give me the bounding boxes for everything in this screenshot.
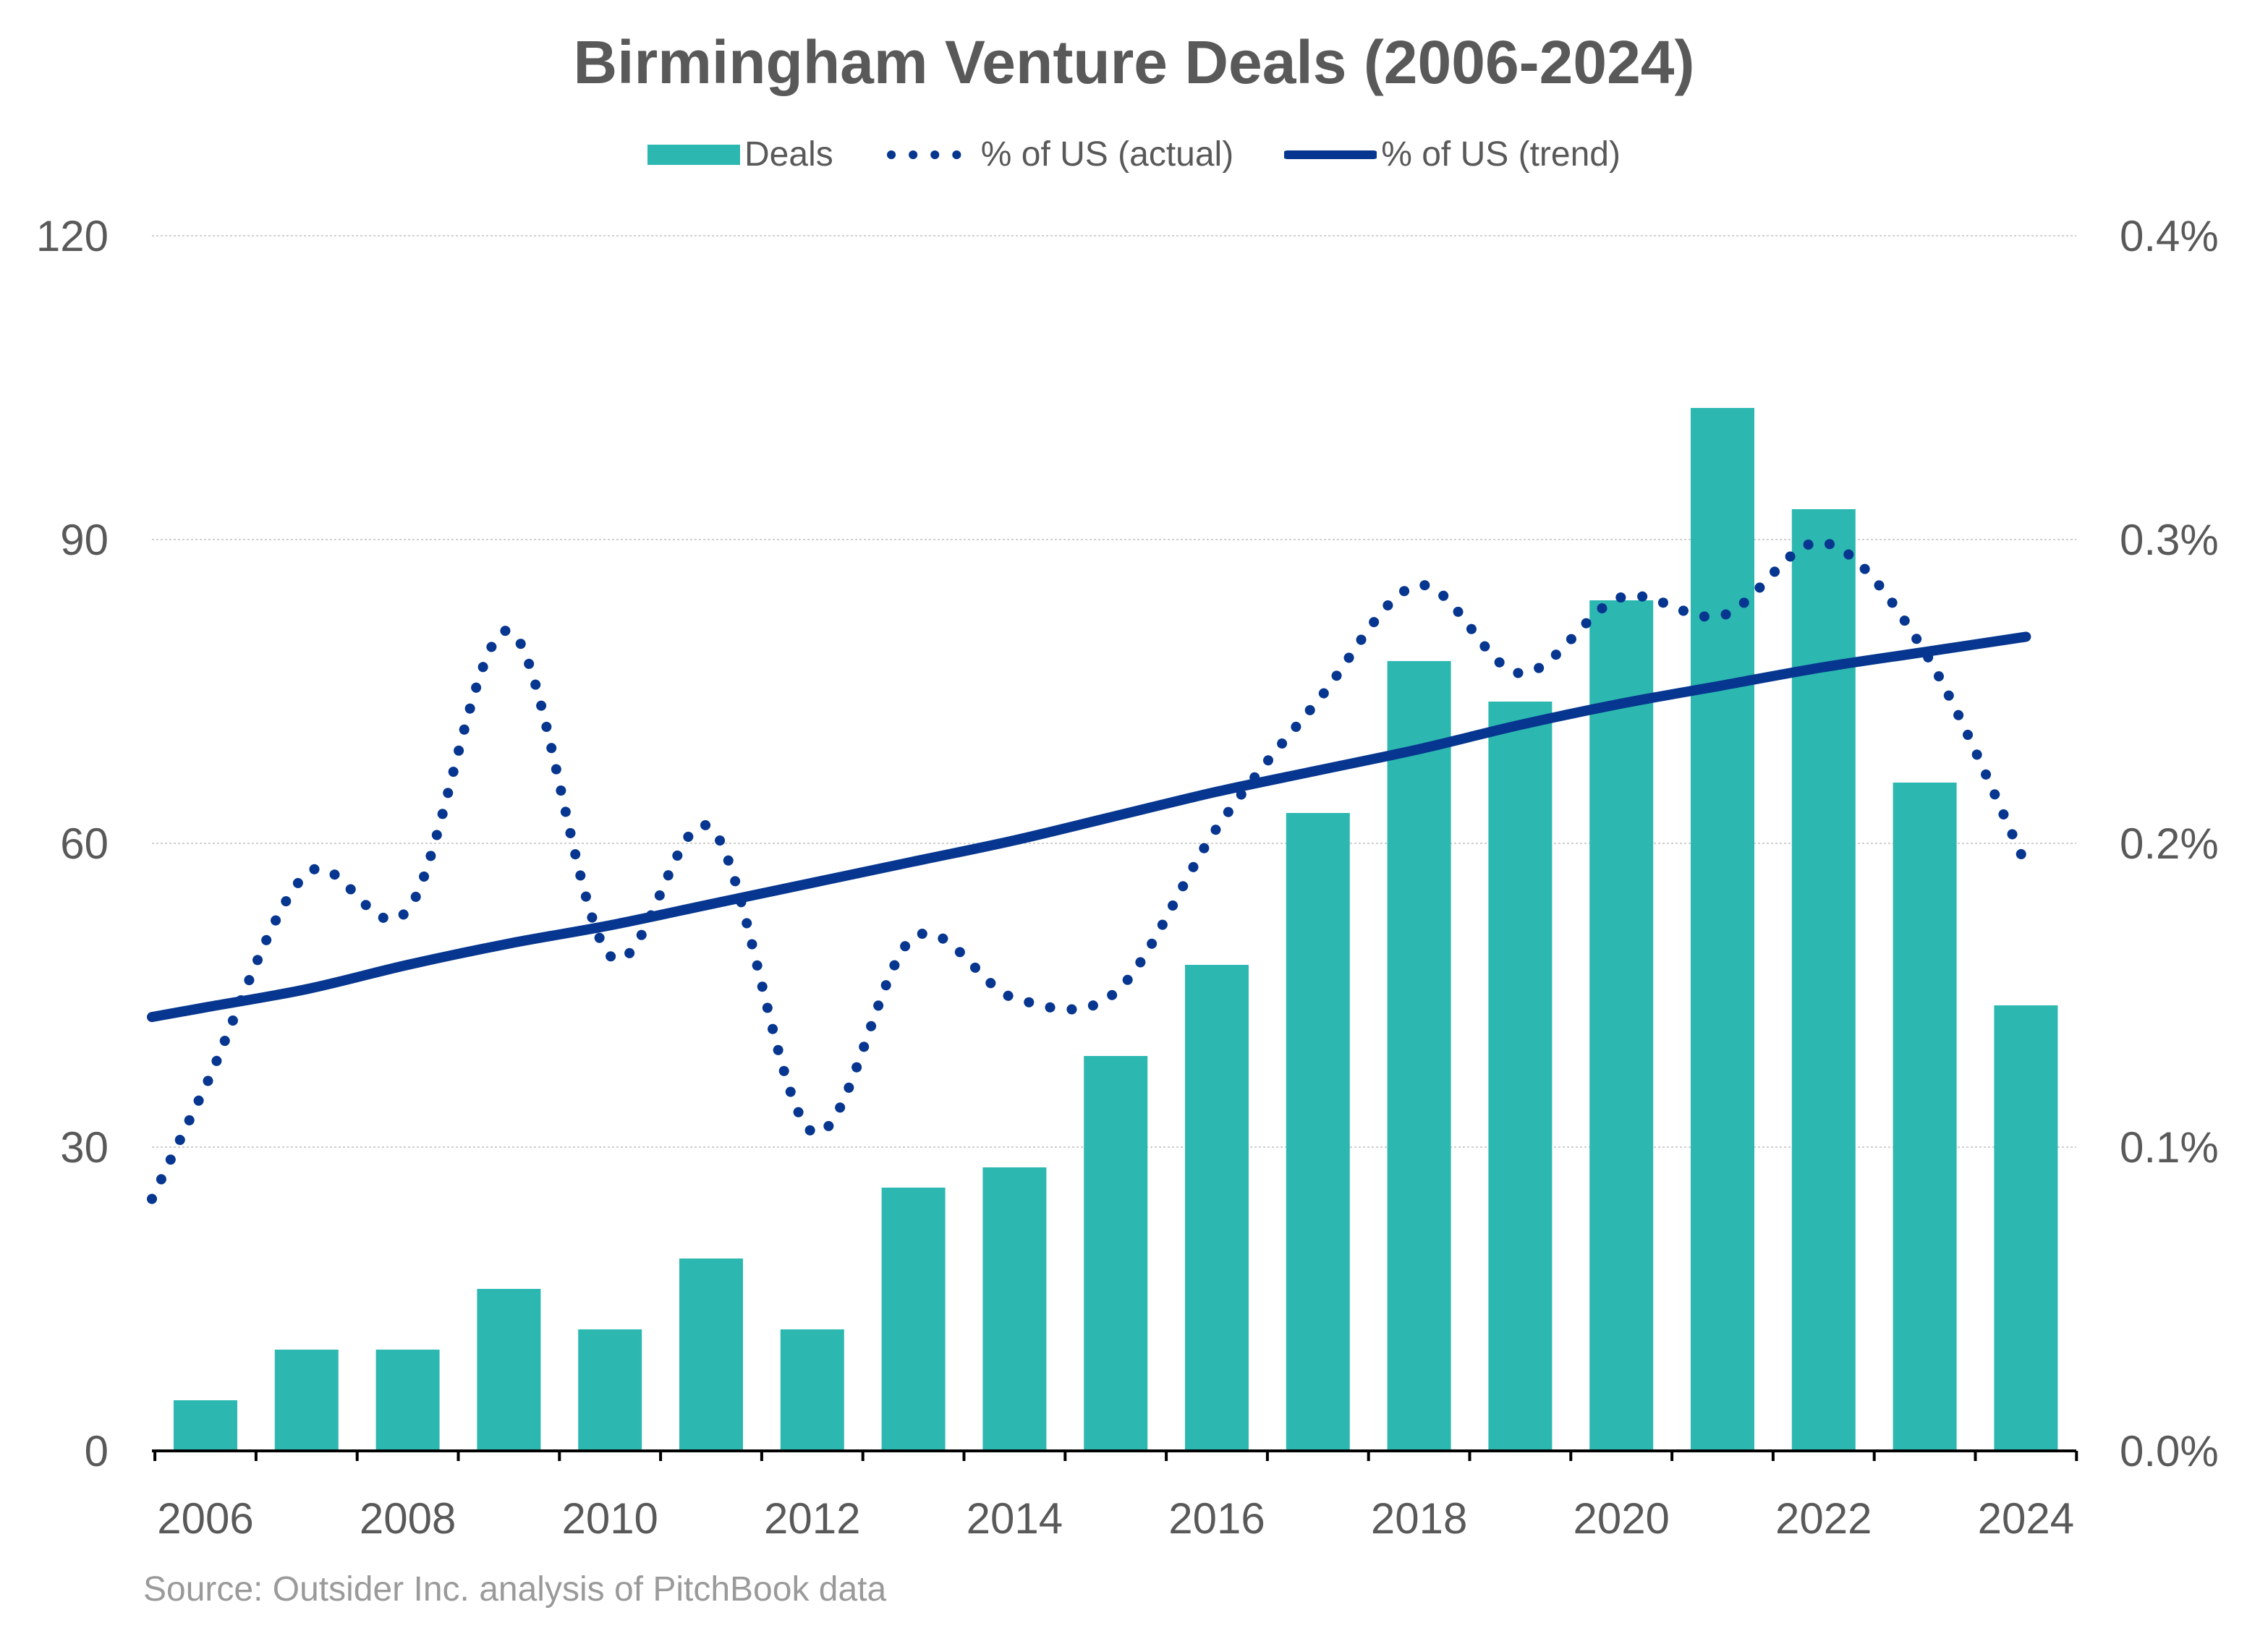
bar-2016 bbox=[1185, 965, 1249, 1451]
x-tick-label: 2012 bbox=[764, 1494, 860, 1543]
legend-label: % of US (trend) bbox=[1381, 135, 1621, 174]
bar-2018 bbox=[1387, 661, 1451, 1451]
legend-item-deals: Deals bbox=[647, 135, 833, 174]
legend: Deals % of US (actual) % of US (trend) bbox=[0, 135, 2268, 174]
bar-2020 bbox=[1589, 600, 1654, 1451]
x-tick-label: 2010 bbox=[561, 1494, 658, 1543]
legend-item-trend: % of US (trend) bbox=[1284, 135, 1621, 174]
y-right-tick-label: 0.3% bbox=[2120, 516, 2219, 564]
bar-2014 bbox=[982, 1167, 1047, 1451]
bar-2006 bbox=[174, 1400, 237, 1451]
y-right-tick-label: 0.4% bbox=[2120, 212, 2219, 260]
bar-2021 bbox=[1691, 408, 1754, 1451]
bar-2022 bbox=[1791, 509, 1856, 1451]
bar-2019 bbox=[1488, 702, 1553, 1451]
x-tick-label: 2016 bbox=[1168, 1494, 1265, 1543]
y-left-tick-label: 90 bbox=[60, 516, 109, 564]
y-left-tick-label: 60 bbox=[60, 819, 109, 868]
bar-2011 bbox=[679, 1258, 743, 1451]
line-actual bbox=[147, 537, 2031, 1204]
x-tick-label: 2014 bbox=[967, 1494, 1063, 1543]
bar-2023 bbox=[1893, 783, 1957, 1451]
bar-2007 bbox=[274, 1350, 339, 1451]
bar-2008 bbox=[375, 1350, 440, 1451]
bar-2024 bbox=[1994, 1005, 2058, 1451]
x-tick-label: 2018 bbox=[1371, 1494, 1467, 1543]
bar-2013 bbox=[881, 1188, 946, 1451]
x-tick-label: 2008 bbox=[360, 1494, 456, 1543]
legend-swatch-solid bbox=[1284, 150, 1377, 159]
bar-2010 bbox=[578, 1329, 642, 1451]
x-tick-label: 2024 bbox=[1978, 1494, 2074, 1543]
legend-swatch-bar bbox=[647, 144, 741, 165]
legend-swatch-dotted bbox=[886, 150, 977, 159]
legend-label: % of US (actual) bbox=[980, 135, 1234, 174]
bar-2017 bbox=[1286, 813, 1350, 1451]
legend-label: Deals bbox=[744, 135, 833, 174]
y-left-tick-label: 0 bbox=[85, 1427, 109, 1475]
y-right-tick-label: 0.2% bbox=[2120, 819, 2219, 868]
source-note: Source: Outsider Inc. analysis of PitchB… bbox=[143, 1570, 887, 1609]
x-tick-label: 2022 bbox=[1775, 1494, 1872, 1543]
bar-2009 bbox=[477, 1289, 541, 1451]
y-left-tick-label: 120 bbox=[36, 212, 109, 260]
y-left-tick-label: 30 bbox=[60, 1123, 109, 1172]
x-tick-label: 2006 bbox=[157, 1494, 253, 1543]
x-tick-label: 2020 bbox=[1573, 1494, 1669, 1543]
bar-2015 bbox=[1084, 1056, 1148, 1451]
line-trend bbox=[147, 631, 2031, 1023]
bar-2012 bbox=[780, 1329, 844, 1451]
y-right-tick-label: 0.0% bbox=[2120, 1427, 2219, 1475]
y-right-tick-label: 0.1% bbox=[2120, 1123, 2219, 1172]
chart-title: Birmingham Venture Deals (2006-2024) bbox=[573, 28, 1695, 96]
legend-item-actual: % of US (actual) bbox=[884, 135, 1233, 174]
